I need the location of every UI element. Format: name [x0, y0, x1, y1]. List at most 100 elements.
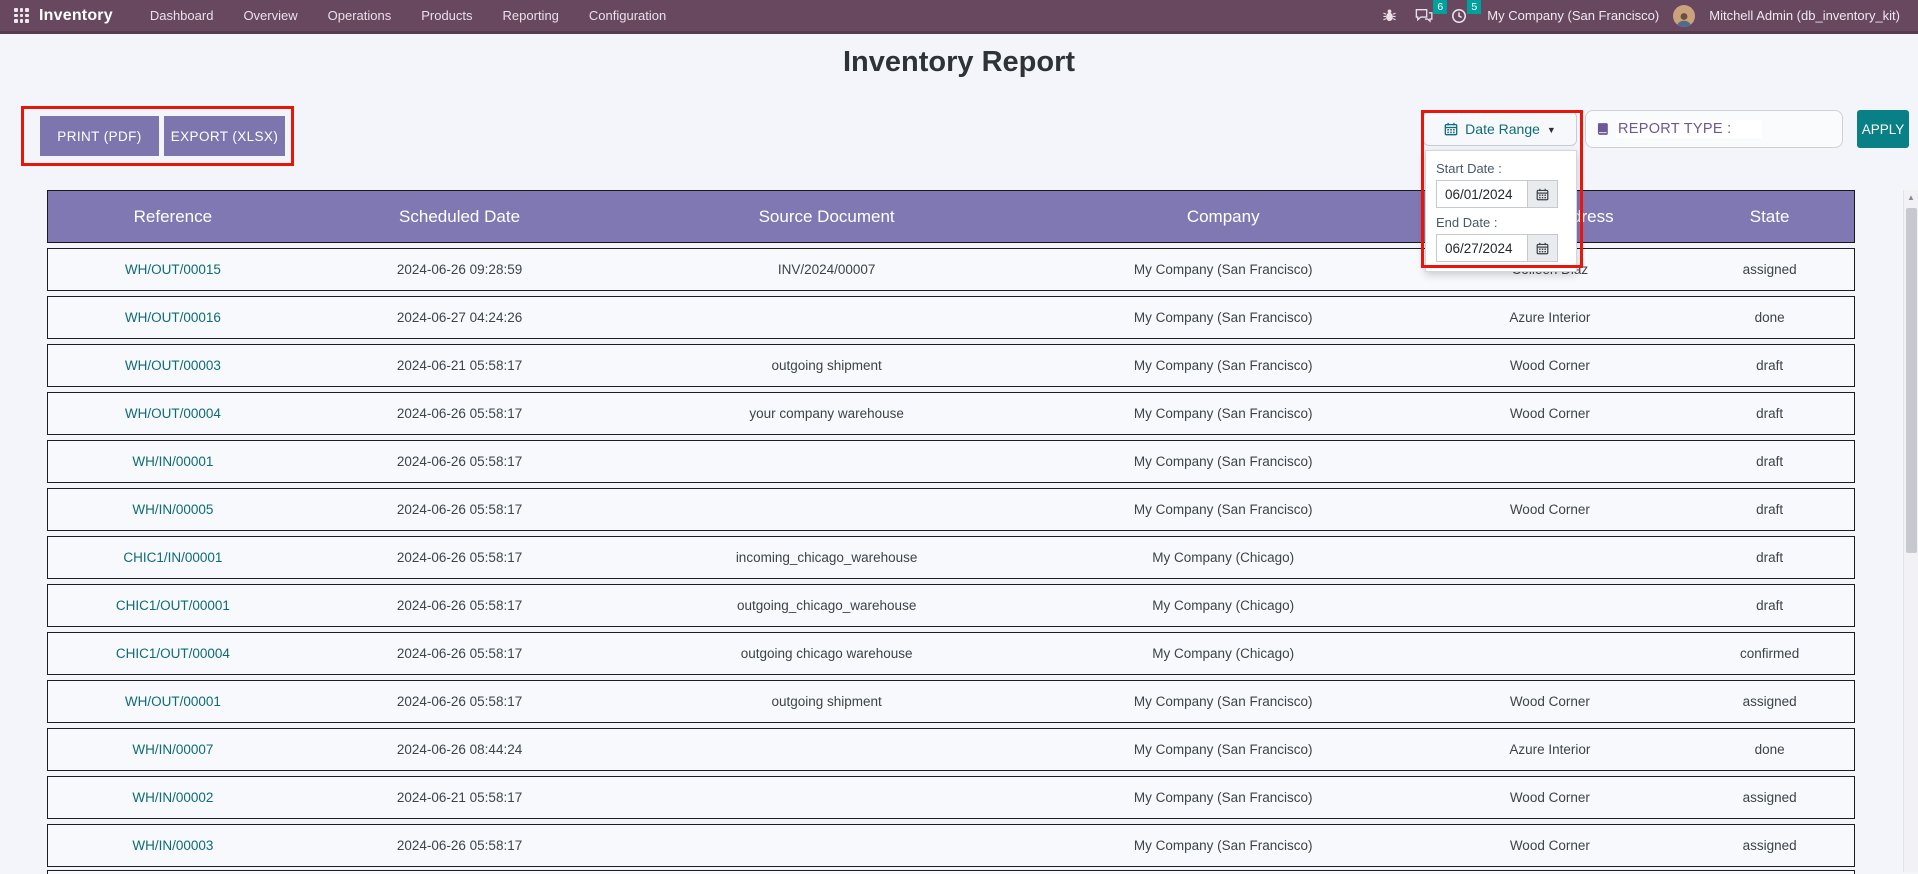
- company-cell: My Company (Chicago): [1152, 646, 1295, 661]
- table-row: WH/IN/00005 2024-06-26 05:58:17 My Compa…: [47, 488, 1855, 531]
- scheduled-date-cell: 2024-06-26 05:58:17: [396, 502, 523, 517]
- start-date-input[interactable]: [1436, 180, 1528, 208]
- chevron-down-icon: ▼: [1546, 124, 1556, 135]
- source-document-cell: outgoing_chicago_warehouse: [736, 598, 917, 613]
- state-cell: assigned: [1742, 838, 1797, 853]
- state-cell: done: [1754, 310, 1785, 325]
- menu-products[interactable]: Products: [421, 8, 473, 23]
- scheduled-date-cell: 2024-06-26 09:28:59: [396, 262, 523, 277]
- source-document-cell: outgoing shipment: [771, 694, 882, 709]
- delivery-address-cell: Wood Corner: [1509, 790, 1590, 805]
- book-icon: [1596, 122, 1610, 136]
- menu-configuration[interactable]: Configuration: [588, 8, 667, 23]
- app-title[interactable]: Inventory: [39, 6, 113, 24]
- table-row: CHIC1/OUT/00004 2024-06-26 05:58:17 outg…: [47, 632, 1855, 675]
- inventory-report-table: Reference Scheduled Date Source Document…: [47, 190, 1855, 874]
- print-pdf-button[interactable]: PRINT (PDF): [40, 116, 159, 156]
- reference-link[interactable]: CHIC1/OUT/00004: [115, 646, 230, 661]
- reference-link[interactable]: WH/OUT/00003: [124, 358, 221, 373]
- reference-link[interactable]: WH/IN/00001: [132, 454, 214, 469]
- message-count-badge: 6: [1433, 0, 1448, 14]
- company-cell: My Company (San Francisco): [1133, 358, 1313, 373]
- column-header: State: [1749, 206, 1790, 226]
- state-cell: draft: [1756, 358, 1784, 373]
- company-switcher[interactable]: My Company (San Francisco): [1487, 8, 1660, 23]
- delivery-address-cell: Wood Corner: [1509, 838, 1590, 853]
- scheduled-date-cell: 2024-06-26 05:58:17: [396, 598, 523, 613]
- column-header: Source Document: [758, 206, 895, 226]
- end-date-calendar-button[interactable]: [1528, 234, 1558, 262]
- scheduled-date-cell: 2024-06-26 08:44:24: [396, 742, 523, 757]
- scheduled-date-cell: 2024-06-26 05:58:17: [396, 694, 523, 709]
- company-cell: My Company (San Francisco): [1133, 406, 1313, 421]
- reference-link[interactable]: WH/OUT/00001: [124, 694, 221, 709]
- delivery-address-cell: Wood Corner: [1509, 694, 1590, 709]
- menu-dashboard[interactable]: Dashboard: [149, 8, 214, 23]
- company-cell: My Company (San Francisco): [1133, 742, 1313, 757]
- user-menu[interactable]: Mitchell Admin (db_inventory_kit): [1709, 8, 1900, 23]
- reference-link[interactable]: WH/IN/00003: [132, 838, 214, 853]
- delivery-address-cell: Wood Corner: [1509, 358, 1590, 373]
- table-row: CHIC1/OUT/00001 2024-06-26 05:58:17 outg…: [47, 584, 1855, 627]
- scroll-up-arrow[interactable]: ▲: [1907, 193, 1915, 202]
- company-cell: My Company (San Francisco): [1133, 502, 1313, 517]
- company-cell: My Company (San Francisco): [1133, 790, 1313, 805]
- calendar-icon: [1444, 122, 1458, 136]
- reference-link[interactable]: WH/OUT/00016: [124, 310, 221, 325]
- scheduled-date-cell: 2024-06-26 05:58:17: [396, 454, 523, 469]
- apps-grid-icon[interactable]: [14, 8, 29, 23]
- scrollbar-thumb[interactable]: [1906, 208, 1917, 553]
- start-date-calendar-button[interactable]: [1528, 180, 1558, 208]
- reference-link[interactable]: CHIC1/IN/00001: [123, 550, 223, 565]
- delivery-address-cell: Wood Corner: [1509, 502, 1590, 517]
- company-cell: My Company (San Francisco): [1133, 262, 1313, 277]
- column-header: Scheduled Date: [399, 206, 521, 226]
- user-avatar[interactable]: [1673, 4, 1696, 27]
- delivery-address-cell: Azure Interior: [1509, 742, 1591, 757]
- company-cell: My Company (Chicago): [1152, 550, 1295, 565]
- company-cell: My Company (Chicago): [1152, 598, 1295, 613]
- end-date-input[interactable]: [1436, 234, 1528, 262]
- scheduled-date-cell: 2024-06-26 05:58:17: [396, 550, 523, 565]
- reference-link[interactable]: WH/IN/00007: [132, 742, 214, 757]
- menu-reporting[interactable]: Reporting: [502, 8, 559, 23]
- state-cell: confirmed: [1739, 646, 1800, 661]
- state-cell: draft: [1756, 550, 1784, 565]
- table-row: WH/OUT/00001 2024-06-26 05:58:17 outgoin…: [47, 680, 1855, 723]
- scheduled-date-cell: 2024-06-26 05:58:17: [396, 646, 523, 661]
- date-range-panel: Start Date : End Date :: [1425, 150, 1577, 272]
- activity-count-badge: 5: [1467, 0, 1482, 14]
- scheduled-date-cell: 2024-06-26 05:58:17: [396, 406, 523, 421]
- state-cell: assigned: [1742, 790, 1797, 805]
- date-range-dropdown-button[interactable]: Date Range ▼: [1423, 111, 1577, 146]
- reference-link[interactable]: WH/OUT/00015: [124, 262, 221, 277]
- table-row: WH/IN/00002 2024-06-21 05:58:17 My Compa…: [47, 776, 1855, 819]
- reference-link[interactable]: WH/IN/00002: [132, 790, 214, 805]
- source-document-cell: your company warehouse: [749, 406, 904, 421]
- bug-icon[interactable]: [1376, 6, 1403, 25]
- vertical-scrollbar[interactable]: ▲: [1903, 190, 1918, 872]
- company-cell: My Company (San Francisco): [1133, 838, 1313, 853]
- end-date-label: End Date :: [1436, 215, 1498, 230]
- table-row: WH/OUT/00016 2024-06-27 04:24:26 My Comp…: [47, 296, 1855, 339]
- state-cell: draft: [1756, 598, 1784, 613]
- company-cell: My Company (San Francisco): [1133, 694, 1313, 709]
- delivery-address-cell: Azure Interior: [1509, 310, 1591, 325]
- reference-link[interactable]: WH/IN/00005: [132, 502, 214, 517]
- table-row: WH/IN/00001 2024-06-26 05:58:17 My Compa…: [47, 440, 1855, 483]
- activity-clock-icon[interactable]: 5: [1445, 0, 1482, 26]
- scheduled-date-cell: 2024-06-27 04:24:26: [396, 310, 523, 325]
- messages-icon[interactable]: 6: [1409, 0, 1448, 25]
- top-navbar: Inventory Dashboard Overview Operations …: [0, 0, 1918, 34]
- menu-operations[interactable]: Operations: [327, 8, 392, 23]
- reference-link[interactable]: CHIC1/OUT/00001: [115, 598, 230, 613]
- table-row: CHIC1/IN/00001 2024-06-26 05:58:17 incom…: [47, 536, 1855, 579]
- state-cell: assigned: [1742, 694, 1797, 709]
- export-xlsx-button[interactable]: EXPORT (XLSX): [164, 116, 285, 156]
- state-cell: assigned: [1742, 262, 1797, 277]
- menu-overview[interactable]: Overview: [243, 8, 298, 23]
- apply-button[interactable]: APPLY: [1857, 110, 1909, 148]
- reference-link[interactable]: WH/OUT/00004: [124, 406, 221, 421]
- partial-next-row: [47, 870, 1855, 874]
- report-type-field[interactable]: REPORT TYPE :: [1585, 110, 1843, 148]
